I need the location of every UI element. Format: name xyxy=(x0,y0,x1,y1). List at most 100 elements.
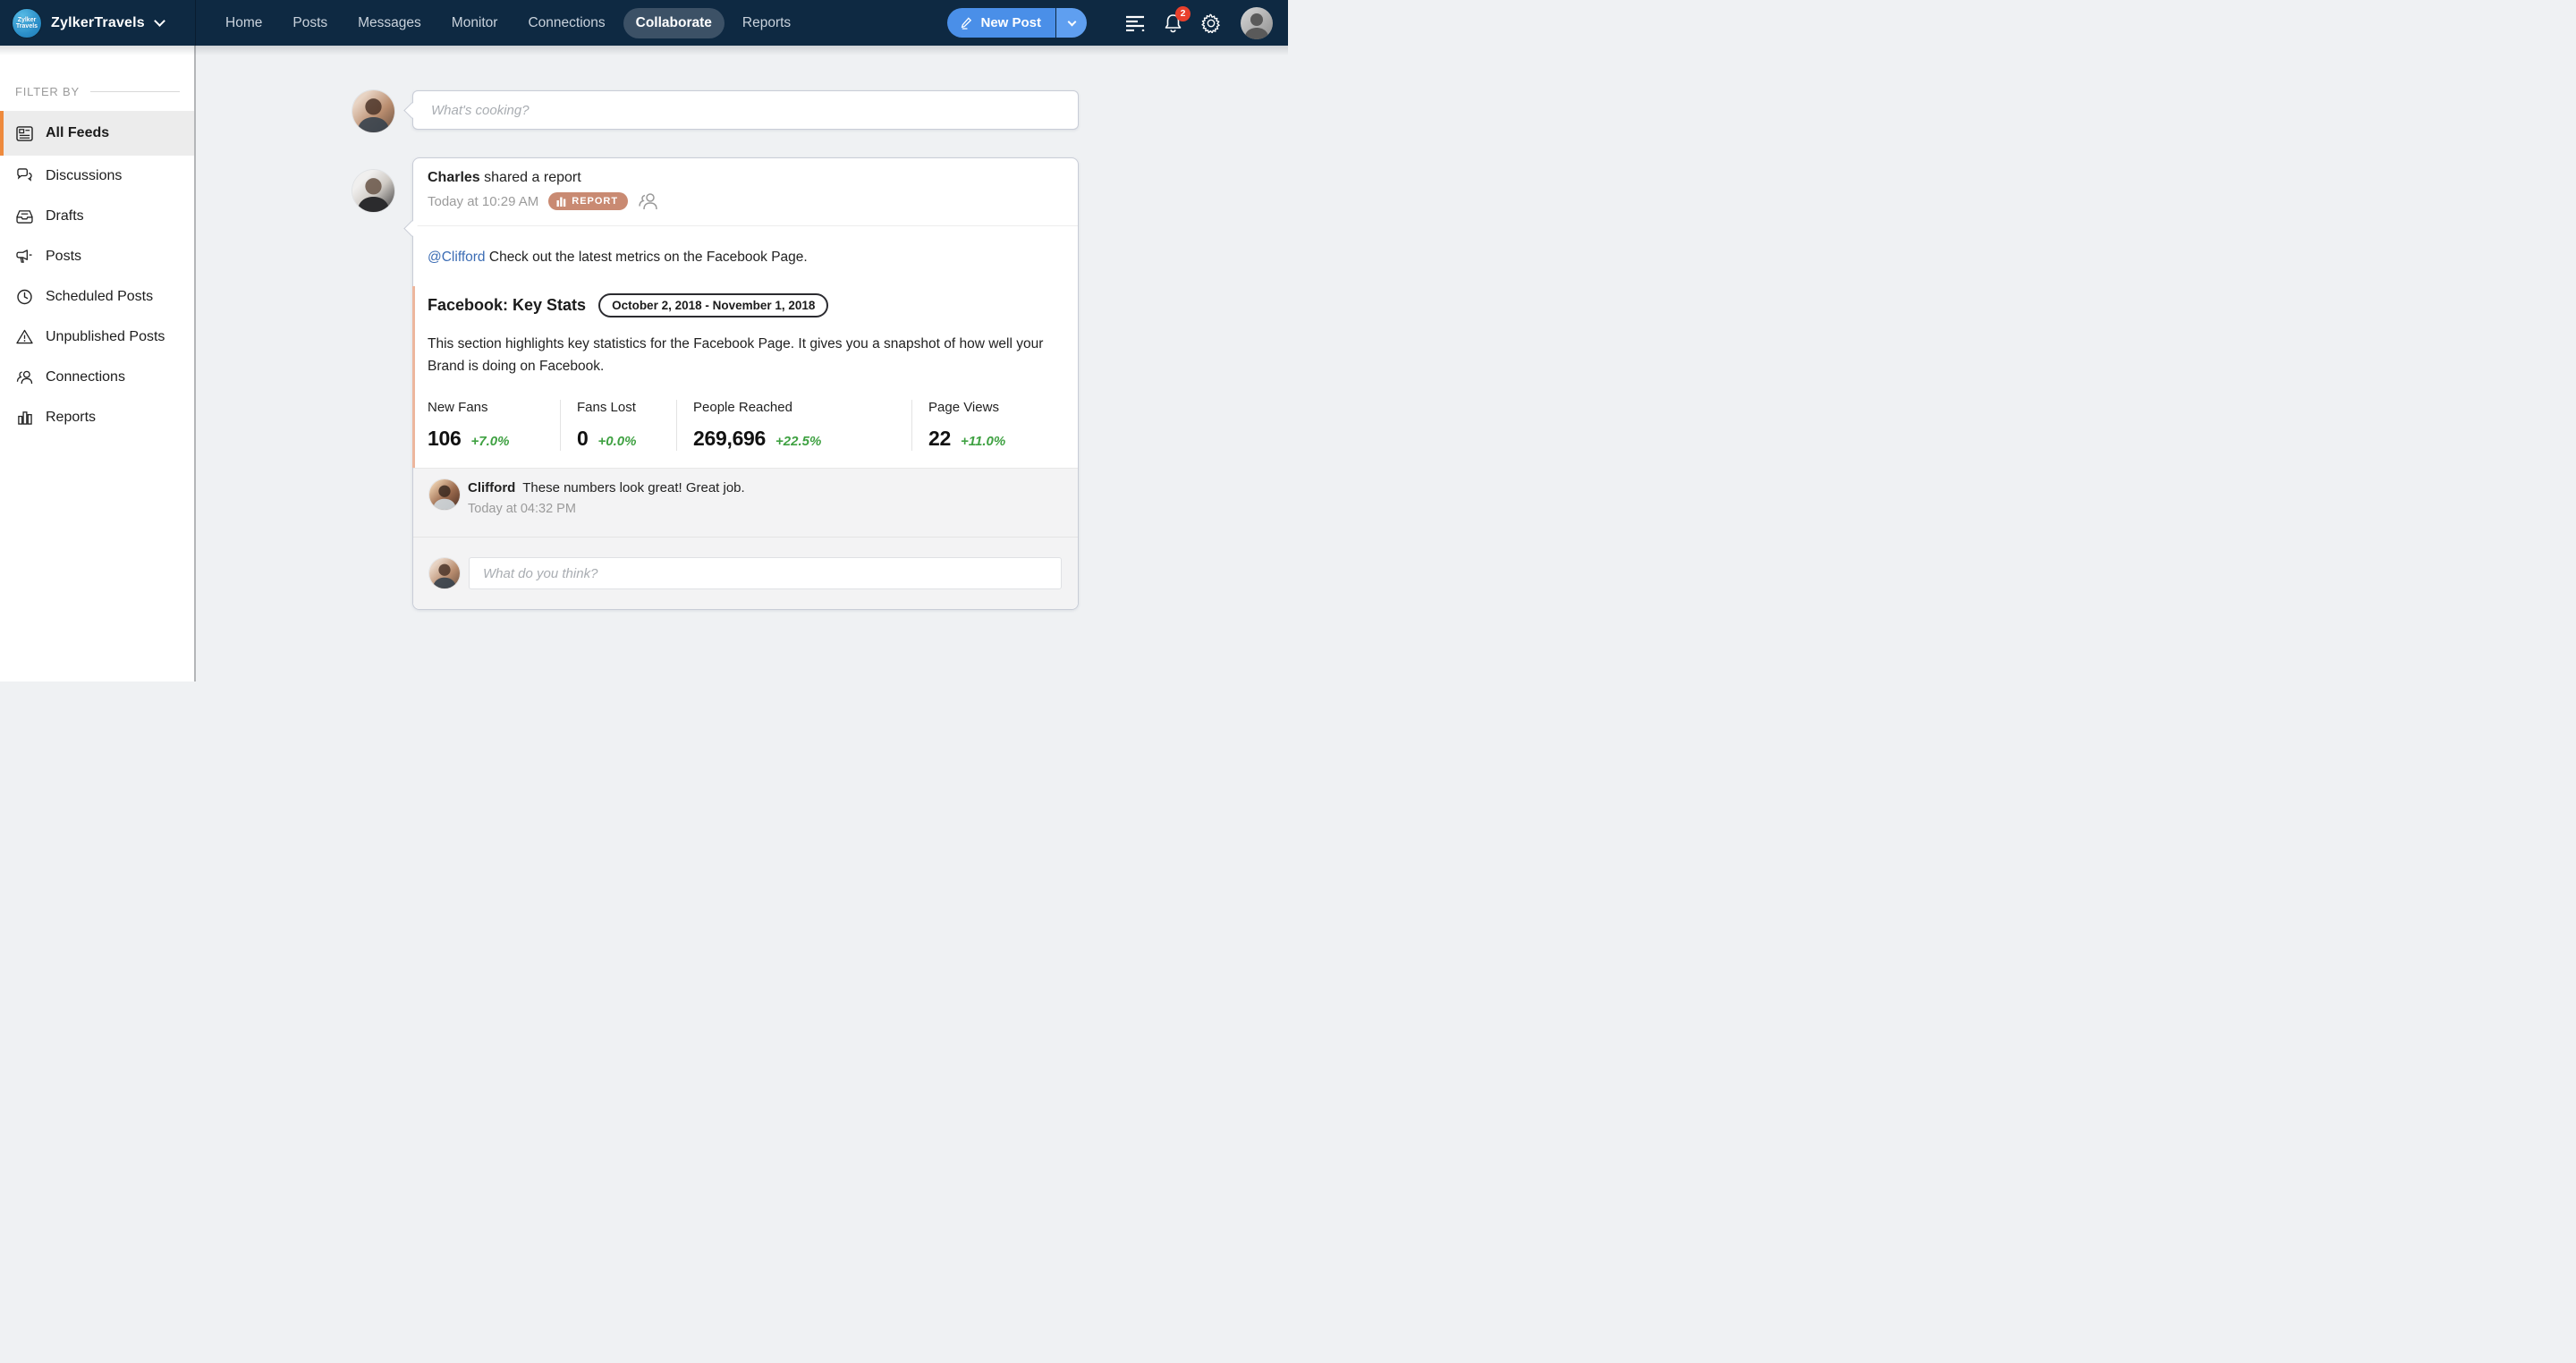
comment: Clifford These numbers look great! Great… xyxy=(413,468,1078,537)
brand-logo-text: Zylker Travels xyxy=(15,16,38,30)
user-avatar[interactable] xyxy=(1241,6,1273,39)
stat-new-fans: New Fans 106 +7.0% xyxy=(428,400,560,451)
people-group-icon xyxy=(639,193,657,210)
current-user-avatar xyxy=(352,90,394,132)
feeds-summary-button[interactable] xyxy=(1125,15,1145,31)
post-message-text: Check out the latest metrics on the Face… xyxy=(488,250,808,265)
nav-tab-reports[interactable]: Reports xyxy=(741,14,792,30)
gear-icon xyxy=(1201,13,1220,33)
sidebar-item-label: Posts xyxy=(46,248,82,264)
drafts-icon xyxy=(16,209,33,224)
person-silhouette-icon xyxy=(357,98,390,132)
comment-author-avatar xyxy=(429,479,460,510)
post-header: Charles shared a report Today at 10:29 A… xyxy=(413,158,1078,226)
stat-value: 269,696 xyxy=(693,427,767,450)
people-icon xyxy=(16,370,33,385)
report-bars-icon xyxy=(556,197,566,207)
nav-tab-posts[interactable]: Posts xyxy=(292,14,328,30)
post-body: @Clifford Check out the latest metrics o… xyxy=(412,226,1078,468)
divider xyxy=(89,91,180,92)
sidebar-item-connections[interactable]: Connections xyxy=(0,357,194,397)
filter-by-label: FILTER BY xyxy=(15,85,80,98)
bar-chart-icon xyxy=(18,411,32,425)
person-silhouette-icon xyxy=(432,485,457,510)
comment-input[interactable] xyxy=(470,558,1061,588)
comment-composer xyxy=(413,537,1078,609)
sidebar-item-label: All Feeds xyxy=(46,125,110,140)
app-window: Zylker Travels ZylkerTravels Home Posts … xyxy=(0,0,1288,682)
stat-page-views: Page Views 22 +11.0% xyxy=(911,400,1063,451)
notifications-button[interactable]: 2 xyxy=(1164,5,1191,33)
nav-tab-home[interactable]: Home xyxy=(225,14,263,30)
stat-value: 22 xyxy=(928,427,951,450)
filter-sidebar: FILTER BY All Feeds Discussions xyxy=(0,46,196,682)
sidebar-item-posts[interactable]: Posts xyxy=(0,236,194,276)
report-stats-row: New Fans 106 +7.0% Fans Lost 0 +0.0% xyxy=(428,400,1063,451)
new-post-button[interactable]: New Post xyxy=(947,8,1055,38)
notification-count-badge: 2 xyxy=(1175,5,1191,21)
topbar-actions: New Post 2 xyxy=(947,5,1288,39)
person-silhouette-icon xyxy=(432,563,457,588)
composer-input[interactable] xyxy=(413,91,1078,129)
nav-tab-connections[interactable]: Connections xyxy=(528,14,606,30)
sidebar-item-drafts[interactable]: Drafts xyxy=(0,196,194,236)
report-title: Facebook: Key Stats xyxy=(428,296,587,314)
person-silhouette-icon xyxy=(1244,13,1269,39)
warning-icon xyxy=(16,329,33,344)
stat-label: People Reached xyxy=(693,400,792,415)
stat-delta: +22.5% xyxy=(775,434,822,449)
post-title-line: Charles shared a report xyxy=(428,170,1063,186)
stat-delta: +7.0% xyxy=(470,434,510,449)
post-action-text: shared a report xyxy=(484,170,581,185)
stat-delta: +11.0% xyxy=(960,434,1006,449)
comment-timestamp: Today at 04:32 PM xyxy=(468,502,576,516)
comment-input-box xyxy=(469,557,1062,589)
sidebar-item-discussions[interactable]: Discussions xyxy=(0,156,194,196)
comment-text-line: Clifford These numbers look great! Great… xyxy=(468,480,1078,495)
stat-fans-lost: Fans Lost 0 +0.0% xyxy=(560,400,676,451)
nav-tab-monitor[interactable]: Monitor xyxy=(451,14,498,30)
feed-icon xyxy=(16,125,33,141)
megaphone-icon xyxy=(16,250,32,263)
clock-icon xyxy=(17,289,32,304)
discussions-icon xyxy=(17,168,32,182)
post-timestamp: Today at 10:29 AM xyxy=(428,193,539,209)
top-navigation-bar: Zylker Travels ZylkerTravels Home Posts … xyxy=(0,0,1288,46)
new-discussion-composer xyxy=(403,90,1079,130)
sidebar-item-label: Reports xyxy=(46,409,97,425)
report-accent-bar xyxy=(412,286,415,468)
comment-author-name: Clifford xyxy=(468,480,516,495)
comment-text: These numbers look great! Great job. xyxy=(522,480,745,495)
settings-button[interactable] xyxy=(1201,13,1221,33)
sidebar-item-all-feeds[interactable]: All Feeds xyxy=(0,111,194,156)
chevron-down-icon xyxy=(1067,17,1076,26)
sidebar-item-label: Scheduled Posts xyxy=(46,288,154,304)
pencil-icon xyxy=(962,17,972,30)
nav-tab-collaborate[interactable]: Collaborate xyxy=(623,7,724,38)
feed-content-area: Charles shared a report Today at 10:29 A… xyxy=(198,46,1288,682)
stat-value: 0 xyxy=(577,427,589,450)
sidebar-item-label: Unpublished Posts xyxy=(46,328,165,344)
mention-link[interactable]: @Clifford xyxy=(428,250,486,265)
filter-by-header: FILTER BY xyxy=(15,85,180,98)
sidebar-item-scheduled-posts[interactable]: Scheduled Posts xyxy=(0,276,194,317)
chevron-down-icon xyxy=(154,15,165,27)
stat-label: Page Views xyxy=(928,400,999,415)
sidebar-item-unpublished-posts[interactable]: Unpublished Posts xyxy=(0,317,194,357)
stat-label: Fans Lost xyxy=(577,400,636,415)
new-post-split-button: New Post xyxy=(947,8,1087,38)
brand-selector[interactable]: Zylker Travels ZylkerTravels xyxy=(0,0,196,46)
sidebar-item-reports[interactable]: Reports xyxy=(0,397,194,437)
stat-delta: +0.0% xyxy=(597,434,637,449)
brand-name: ZylkerTravels xyxy=(51,14,145,30)
post-meta-line: Today at 10:29 AM REPORT xyxy=(428,192,1063,210)
person-silhouette-icon xyxy=(357,178,390,212)
report-description: This section highlights key statistics f… xyxy=(428,336,1044,374)
shared-with-button[interactable] xyxy=(638,192,658,210)
post-author-name: Charles xyxy=(428,170,480,185)
report-badge: REPORT xyxy=(548,192,629,210)
post-message: @Clifford Check out the latest metrics o… xyxy=(428,250,1063,266)
new-post-dropdown-button[interactable] xyxy=(1056,8,1087,38)
nav-tab-messages[interactable]: Messages xyxy=(358,14,421,30)
brand-logo-icon: Zylker Travels xyxy=(12,7,42,38)
